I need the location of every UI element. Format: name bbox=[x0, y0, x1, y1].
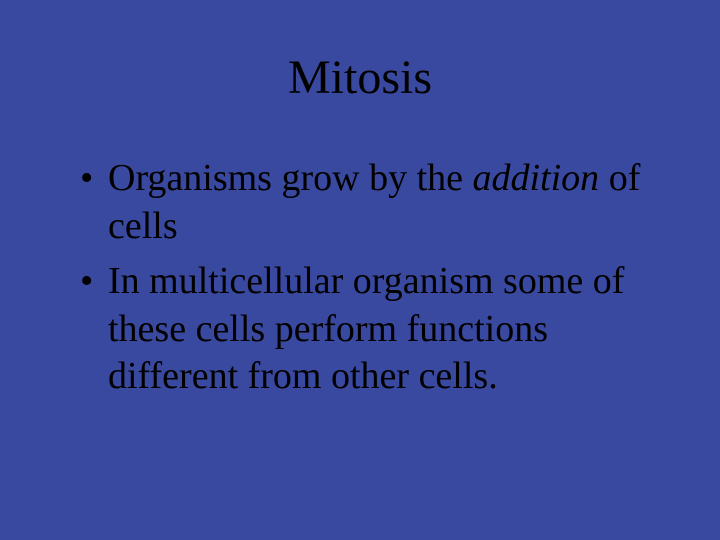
slide-title: Mitosis bbox=[60, 50, 660, 105]
bullet-list: Organisms grow by the addition of cells … bbox=[60, 155, 660, 401]
bullet-item: Organisms grow by the addition of cells bbox=[80, 155, 660, 250]
bullet-text-em: addition bbox=[473, 157, 600, 199]
slide-container: Mitosis Organisms grow by the addition o… bbox=[0, 0, 720, 540]
bullet-text-pre: In multicellular organism some of these … bbox=[108, 260, 624, 397]
bullet-item: In multicellular organism some of these … bbox=[80, 258, 660, 401]
bullet-text-pre: Organisms grow by the bbox=[108, 157, 473, 199]
